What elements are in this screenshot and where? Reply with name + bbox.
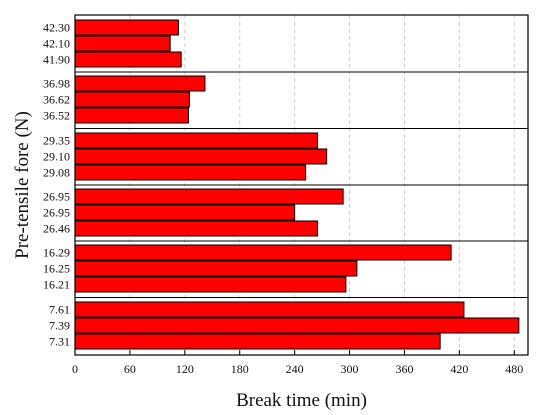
- group-separators: [75, 71, 528, 298]
- bar: [74, 132, 319, 149]
- y-tick-label: 7.61: [49, 303, 70, 317]
- x-tick-label: 0: [72, 362, 78, 376]
- y-tick-label: 29.35: [43, 134, 70, 148]
- y-tick-label: 7.31: [49, 335, 70, 349]
- y-tick-label: 41.90: [43, 53, 70, 67]
- bars: [74, 19, 520, 350]
- bar: [74, 75, 206, 92]
- y-tick-label: 7.39: [49, 319, 70, 333]
- x-axis-ticks: 0 60 120 180 240 300 360 420 480: [72, 350, 523, 376]
- x-tick-label: 420: [450, 362, 468, 376]
- y-tick-label: 42.10: [43, 37, 70, 51]
- bar: [74, 204, 296, 221]
- bar: [74, 220, 319, 237]
- y-axis-title: Pre-tensile fore (N): [12, 111, 33, 259]
- bar: [74, 107, 189, 124]
- y-tick-label: 42.30: [43, 21, 70, 35]
- y-tick-label: 36.62: [43, 93, 70, 107]
- bar: [74, 244, 452, 261]
- x-axis-title: Break time (min): [236, 390, 367, 411]
- y-tick-label: 16.21: [43, 278, 70, 292]
- x-tick-label: 60: [124, 362, 136, 376]
- bar: [74, 148, 328, 165]
- y-tick-label: 16.29: [43, 246, 70, 260]
- y-tick-label: 26.95: [43, 190, 70, 204]
- bar: [74, 301, 465, 318]
- bar: [74, 276, 347, 293]
- x-tick-label: 180: [231, 362, 249, 376]
- bar: [74, 317, 520, 334]
- bar: [74, 333, 441, 350]
- x-tick-label: 120: [176, 362, 194, 376]
- bar: [74, 164, 307, 181]
- y-tick-label: 36.52: [43, 109, 70, 123]
- y-tick-label: 16.25: [43, 262, 70, 276]
- x-tick-label: 480: [505, 362, 523, 376]
- x-tick-label: 240: [286, 362, 304, 376]
- y-tick-label: 26.95: [43, 206, 70, 220]
- y-tick-label: 29.10: [43, 150, 70, 164]
- bar: [74, 188, 344, 205]
- x-tick-label: 300: [341, 362, 359, 376]
- bar: [74, 19, 179, 36]
- y-axis-tick-labels: 42.30 42.10 41.90 36.98 36.62 36.52 29.35 29.10…: [43, 21, 70, 349]
- bar: [74, 260, 358, 277]
- y-tick-label: 29.08: [43, 166, 70, 180]
- bar: [74, 51, 182, 68]
- x-tick-label: 360: [395, 362, 413, 376]
- bar: [74, 35, 171, 52]
- y-tick-label: 36.98: [43, 77, 70, 91]
- y-tick-label: 26.46: [43, 222, 70, 236]
- bar: [74, 91, 190, 108]
